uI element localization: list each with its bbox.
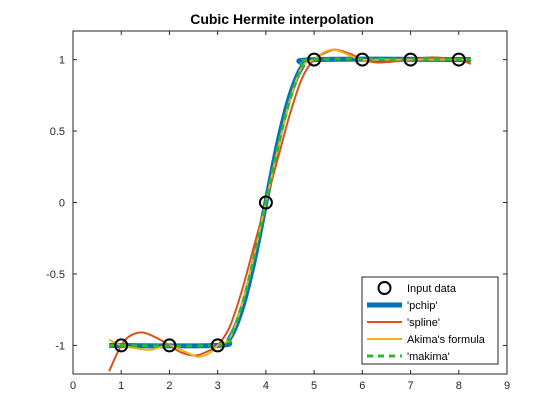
data-point — [451, 52, 466, 67]
x-tick-label: 0 — [70, 380, 76, 392]
x-tick-label: 4 — [263, 380, 269, 392]
data-point — [258, 195, 273, 210]
legend-label-1: 'pchip' — [407, 300, 438, 312]
legend-label-input-data: Input data — [407, 283, 457, 295]
x-tick-label: 9 — [504, 380, 510, 392]
data-point — [162, 338, 177, 353]
legend: Input data 'pchip' 'spline' Akima's formula… — [361, 276, 499, 365]
x-tick-label: 8 — [456, 380, 462, 392]
legend-marker-input-data — [377, 281, 392, 295]
series-line-2 — [108, 48, 472, 372]
legend-label-3: Akima's formula — [407, 334, 486, 346]
x-tick-label: 3 — [215, 380, 221, 392]
data-point — [210, 338, 225, 353]
legend-label-4: 'makima' — [407, 351, 450, 363]
x-tick-label: 6 — [359, 380, 365, 392]
y-tick-label: 1 — [59, 55, 65, 67]
legend-box — [361, 276, 499, 365]
series-line-4 — [109, 57, 471, 348]
y-tick-label: 0 — [59, 198, 65, 210]
x-tick-label: 1 — [118, 380, 124, 392]
x-tick-label: 7 — [407, 380, 413, 392]
chart-title: Cubic Hermite interpolation — [190, 11, 374, 27]
data-point — [403, 52, 418, 67]
y-tick-label: -1 — [55, 340, 65, 352]
data-point — [355, 52, 370, 67]
data-point — [114, 338, 129, 353]
y-tick-label: 0.5 — [50, 126, 65, 138]
x-tick-label: 2 — [166, 380, 172, 392]
y-tick-label: -0.5 — [46, 269, 65, 281]
legend-label-2: 'spline' — [407, 317, 440, 329]
x-tick-label: 5 — [311, 380, 317, 392]
plot-area: 0 1 2 3 4 5 6 7 8 9 -1 -0.5 0 0.5 1 — [46, 30, 510, 392]
data-point — [307, 52, 322, 67]
series-group — [108, 48, 472, 372]
